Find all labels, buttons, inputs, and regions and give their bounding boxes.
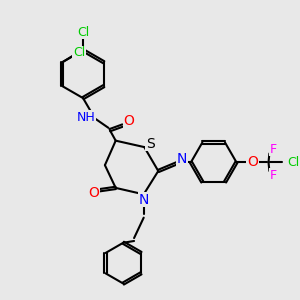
Text: Cl: Cl: [73, 46, 86, 59]
Text: N: N: [139, 193, 149, 207]
Text: O: O: [89, 186, 100, 200]
Text: O: O: [247, 155, 258, 169]
Text: Cl: Cl: [77, 26, 89, 39]
Text: NH: NH: [76, 111, 95, 124]
Text: F: F: [270, 142, 277, 156]
Text: Cl: Cl: [287, 156, 299, 169]
Text: O: O: [124, 114, 135, 128]
Text: N: N: [177, 152, 188, 166]
Text: F: F: [270, 169, 277, 182]
Text: S: S: [146, 136, 154, 151]
